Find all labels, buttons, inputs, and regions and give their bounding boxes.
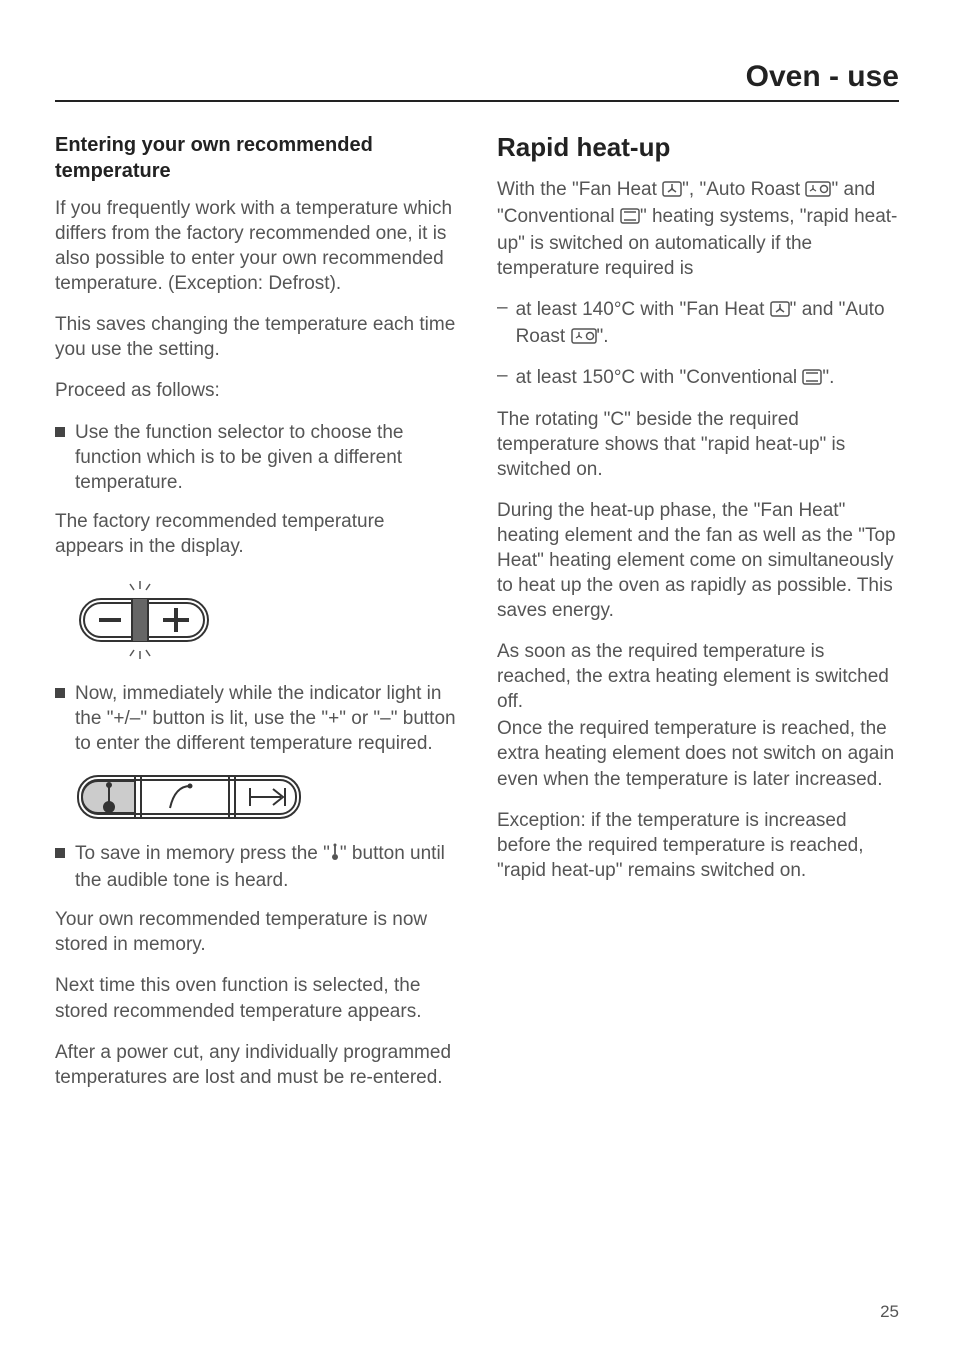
page-header: Oven - use: [55, 60, 899, 102]
left-column: Entering your own recommended temperatur…: [55, 132, 457, 1106]
left-p5: Your own recommended temperature is now …: [55, 907, 457, 957]
figure-control-panel: [75, 770, 457, 825]
left-p3: Proceed as follows:: [55, 378, 457, 403]
right-p4: As soon as the required temperature is r…: [497, 639, 899, 714]
left-p6: Next time this oven function is selected…: [55, 973, 457, 1023]
conventional-icon: [802, 367, 822, 392]
left-b1: Use the function selector to choose the …: [75, 420, 457, 495]
left-p1: If you frequently work with a temperatur…: [55, 196, 457, 296]
fan-heat-icon: [662, 179, 682, 204]
right-p5: Once the required temperature is reached…: [497, 716, 899, 791]
left-subheading: Entering your own recommended temperatur…: [55, 132, 457, 184]
left-b3a: To save in memory press the ": [75, 843, 330, 864]
right-p3: During the heat-up phase, the "Fan Heat"…: [497, 498, 899, 623]
right-p6: Exception: if the temperature is increas…: [497, 808, 899, 883]
right-p1a: With the "Fan Heat: [497, 179, 662, 200]
dash-bullet: –: [497, 365, 508, 387]
thermometer-icon: [330, 843, 340, 868]
left-p2: This saves changing the temperature each…: [55, 312, 457, 362]
figure-plus-minus: [75, 575, 457, 665]
left-b2: Now, immediately while the indicator lig…: [75, 681, 457, 756]
fan-heat-icon: [770, 299, 790, 324]
right-heading: Rapid heat-up: [497, 132, 899, 163]
left-p7: After a power cut, any individually prog…: [55, 1040, 457, 1090]
square-bullet-icon: [55, 427, 65, 437]
left-b3: To save in memory press the "" button un…: [75, 841, 457, 893]
right-p1: With the "Fan Heat ", "Auto Roast " and …: [497, 177, 899, 281]
left-bullet-2: Now, immediately while the indicator lig…: [55, 681, 457, 756]
right-d2a: at least 150°C with "Conventional: [516, 367, 803, 388]
auto-roast-icon: [805, 179, 831, 204]
conventional-icon: [620, 206, 640, 231]
page-number: 25: [880, 1302, 899, 1322]
header-title: Oven - use: [746, 60, 899, 93]
right-d2b: ".: [822, 367, 834, 388]
dash-bullet: –: [497, 297, 508, 319]
right-d1a: at least 140°C with "Fan Heat: [516, 299, 770, 320]
left-bullet-1: Use the function selector to choose the …: [55, 420, 457, 495]
left-bullet-3: To save in memory press the "" button un…: [55, 841, 457, 893]
right-d1: at least 140°C with "Fan Heat " and "Aut…: [516, 297, 899, 351]
right-column: Rapid heat-up With the "Fan Heat ", "Aut…: [497, 132, 899, 1106]
right-dash-1: – at least 140°C with "Fan Heat " and "A…: [497, 297, 899, 351]
right-d2: at least 150°C with "Conventional ".: [516, 365, 835, 392]
auto-roast-icon: [571, 326, 597, 351]
square-bullet-icon: [55, 688, 65, 698]
right-p1b: ", "Auto Roast: [682, 179, 805, 200]
right-p2: The rotating "C" beside the required tem…: [497, 407, 899, 482]
square-bullet-icon: [55, 848, 65, 858]
right-dash-2: – at least 150°C with "Conventional ".: [497, 365, 899, 392]
right-d1c: ".: [597, 326, 609, 347]
left-p4: The factory recommended temperature appe…: [55, 509, 457, 559]
